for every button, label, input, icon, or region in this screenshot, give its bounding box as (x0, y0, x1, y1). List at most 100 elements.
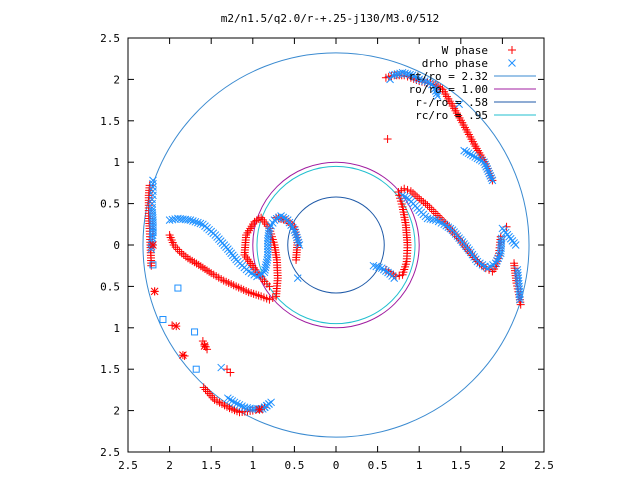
data-point (413, 74, 421, 82)
data-point (277, 212, 285, 220)
data-point (460, 146, 468, 155)
data-point (406, 70, 414, 79)
legend-entry: rc/ro = .95 (415, 109, 536, 122)
series-2 (149, 229, 200, 373)
y-tick: 1.5 (100, 115, 544, 128)
data-point (515, 293, 524, 301)
data-point (423, 78, 432, 86)
data-point (223, 394, 232, 403)
y-tick: 2 (113, 73, 544, 86)
legend-label: r-/ro = .58 (415, 96, 488, 109)
data-point (483, 165, 492, 173)
data-point (268, 293, 277, 302)
data-point (179, 250, 188, 259)
data-point (462, 148, 471, 156)
data-point (423, 201, 432, 210)
data-point (191, 328, 199, 336)
data-point (294, 238, 303, 247)
data-point (188, 256, 197, 265)
x-tick: 1 (416, 38, 423, 472)
data-point (226, 395, 234, 404)
data-point (148, 241, 157, 249)
data-point (484, 167, 493, 176)
data-point (183, 254, 192, 263)
data-point (148, 195, 156, 204)
data-point (408, 71, 417, 80)
data-point (420, 77, 429, 85)
chart-title: m2/n1.5/q2.0/r-+.25-j130/M3.0/512 (221, 12, 440, 25)
data-point (290, 226, 299, 234)
y-tick-label: 2.5 (100, 446, 120, 459)
data-point (149, 176, 157, 185)
y-tick: 2.5 (100, 32, 544, 45)
y-tick-label: 0.5 (100, 198, 120, 211)
data-point (199, 383, 208, 392)
data-point (263, 245, 272, 253)
data-point (471, 153, 480, 161)
y-tick-label: 1 (113, 322, 120, 335)
data-point (173, 245, 182, 254)
x-tick-label: 0 (333, 459, 340, 472)
data-point (243, 255, 252, 264)
data-point (428, 80, 436, 89)
data-point (181, 252, 190, 261)
data-point (150, 287, 159, 296)
circle-r-3 (256, 165, 416, 325)
data-point (400, 184, 409, 193)
data-point (418, 76, 426, 85)
data-point (469, 151, 477, 160)
legend-entry: ro/ro = 1.00 (409, 83, 536, 96)
data-point (417, 196, 426, 205)
data-point (260, 217, 269, 226)
data-point (497, 237, 506, 245)
data-point (455, 100, 463, 109)
data-point (486, 172, 495, 180)
data-point (415, 194, 424, 203)
legend-label: ro/ro = 1.00 (409, 83, 488, 96)
data-point (292, 255, 301, 264)
data-point (391, 70, 399, 79)
series-1 (147, 68, 524, 413)
legend-marker (508, 46, 516, 54)
data-point (242, 253, 251, 262)
data-point (432, 89, 441, 98)
y-tick: 0 (113, 239, 544, 252)
data-point (261, 265, 269, 274)
data-point (194, 218, 202, 227)
data-point (488, 176, 497, 185)
data-point (516, 295, 524, 304)
data-point (147, 245, 156, 253)
y-tick: 1 (113, 322, 544, 335)
data-point (408, 189, 417, 198)
data-point (186, 255, 195, 264)
data-point (473, 154, 482, 163)
y-tick-label: 1.5 (100, 363, 120, 376)
data-point (191, 217, 200, 226)
data-point (413, 192, 422, 201)
data-point (263, 248, 272, 256)
data-point (263, 250, 272, 259)
series-3 (148, 241, 264, 414)
data-point (406, 187, 415, 196)
reference-circles (142, 52, 530, 438)
data-point (261, 263, 270, 272)
data-point (265, 295, 274, 304)
x-tick: 1.5 (201, 38, 221, 472)
x-tick-label: 1 (416, 459, 423, 472)
data-point (431, 87, 440, 95)
data-point (431, 84, 439, 93)
data-point (494, 254, 503, 263)
data-point (369, 261, 378, 270)
data-point (217, 363, 226, 372)
data-point (240, 250, 249, 259)
data-point (262, 220, 271, 229)
legend-label: rt/ro = 2.32 (409, 70, 488, 83)
data-point (516, 300, 525, 309)
data-point (293, 233, 301, 242)
data-point (491, 259, 500, 268)
data-point (201, 385, 210, 394)
data-point (411, 190, 420, 199)
y-tick-label: 2 (113, 405, 120, 418)
